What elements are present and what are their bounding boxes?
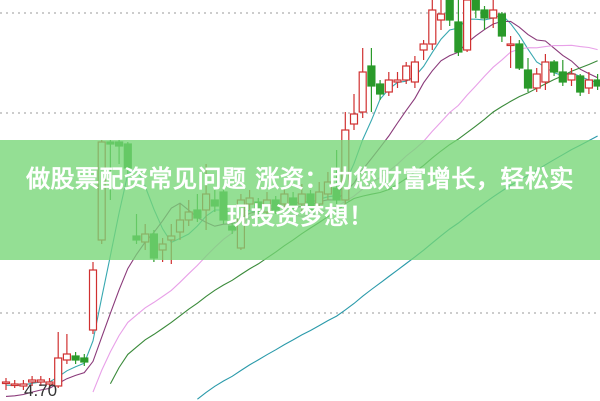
candle-body (410, 61, 419, 83)
candle-body (480, 9, 489, 19)
candle-body (80, 357, 89, 363)
candle-body (436, 13, 446, 21)
candle-body (367, 65, 376, 87)
candle-body (10, 383, 19, 387)
candle-body (349, 113, 359, 125)
candle-body (71, 355, 80, 361)
candle-body (419, 43, 428, 51)
candle-body (36, 379, 45, 383)
price-label: 4.70 (24, 381, 58, 400)
candle-body (358, 71, 367, 113)
banner-title-line1: 做股票配资常见问题 涨资：助您财富增长，轻松实 (26, 165, 574, 193)
candle-body (445, 0, 454, 21)
banner-title: 做股票配资常见问题 涨资：助您财富增长，轻松实 现投资梦想！ (0, 161, 600, 235)
candle-body (402, 65, 411, 81)
candle-body (384, 79, 393, 93)
candle-body (576, 75, 585, 93)
candle-body (523, 69, 533, 89)
candle-body (506, 43, 515, 47)
candle-body (532, 73, 541, 89)
candle-body (463, 0, 472, 51)
banner-title-line2: 现投资梦想！ (226, 202, 374, 230)
candle-body (541, 61, 550, 83)
candle-body (489, 9, 498, 19)
candle-body (376, 83, 385, 95)
title-banner (0, 140, 600, 260)
candle-body (497, 13, 506, 37)
candle-body (19, 383, 28, 387)
candle-body (393, 79, 402, 83)
candle-body (593, 79, 600, 87)
candle-body (45, 381, 54, 385)
candle-body (558, 71, 567, 83)
candle-body (28, 379, 37, 383)
candle-body (1, 381, 11, 385)
candle-body (428, 9, 437, 45)
candle-body (54, 357, 63, 387)
candle-body (88, 269, 98, 331)
candle-body (62, 353, 72, 361)
candle-body (454, 21, 463, 53)
candle-body (584, 79, 594, 89)
candle-body (567, 73, 576, 81)
candle-body (515, 43, 524, 69)
candle-body (549, 61, 559, 73)
candle-body (471, 0, 480, 11)
